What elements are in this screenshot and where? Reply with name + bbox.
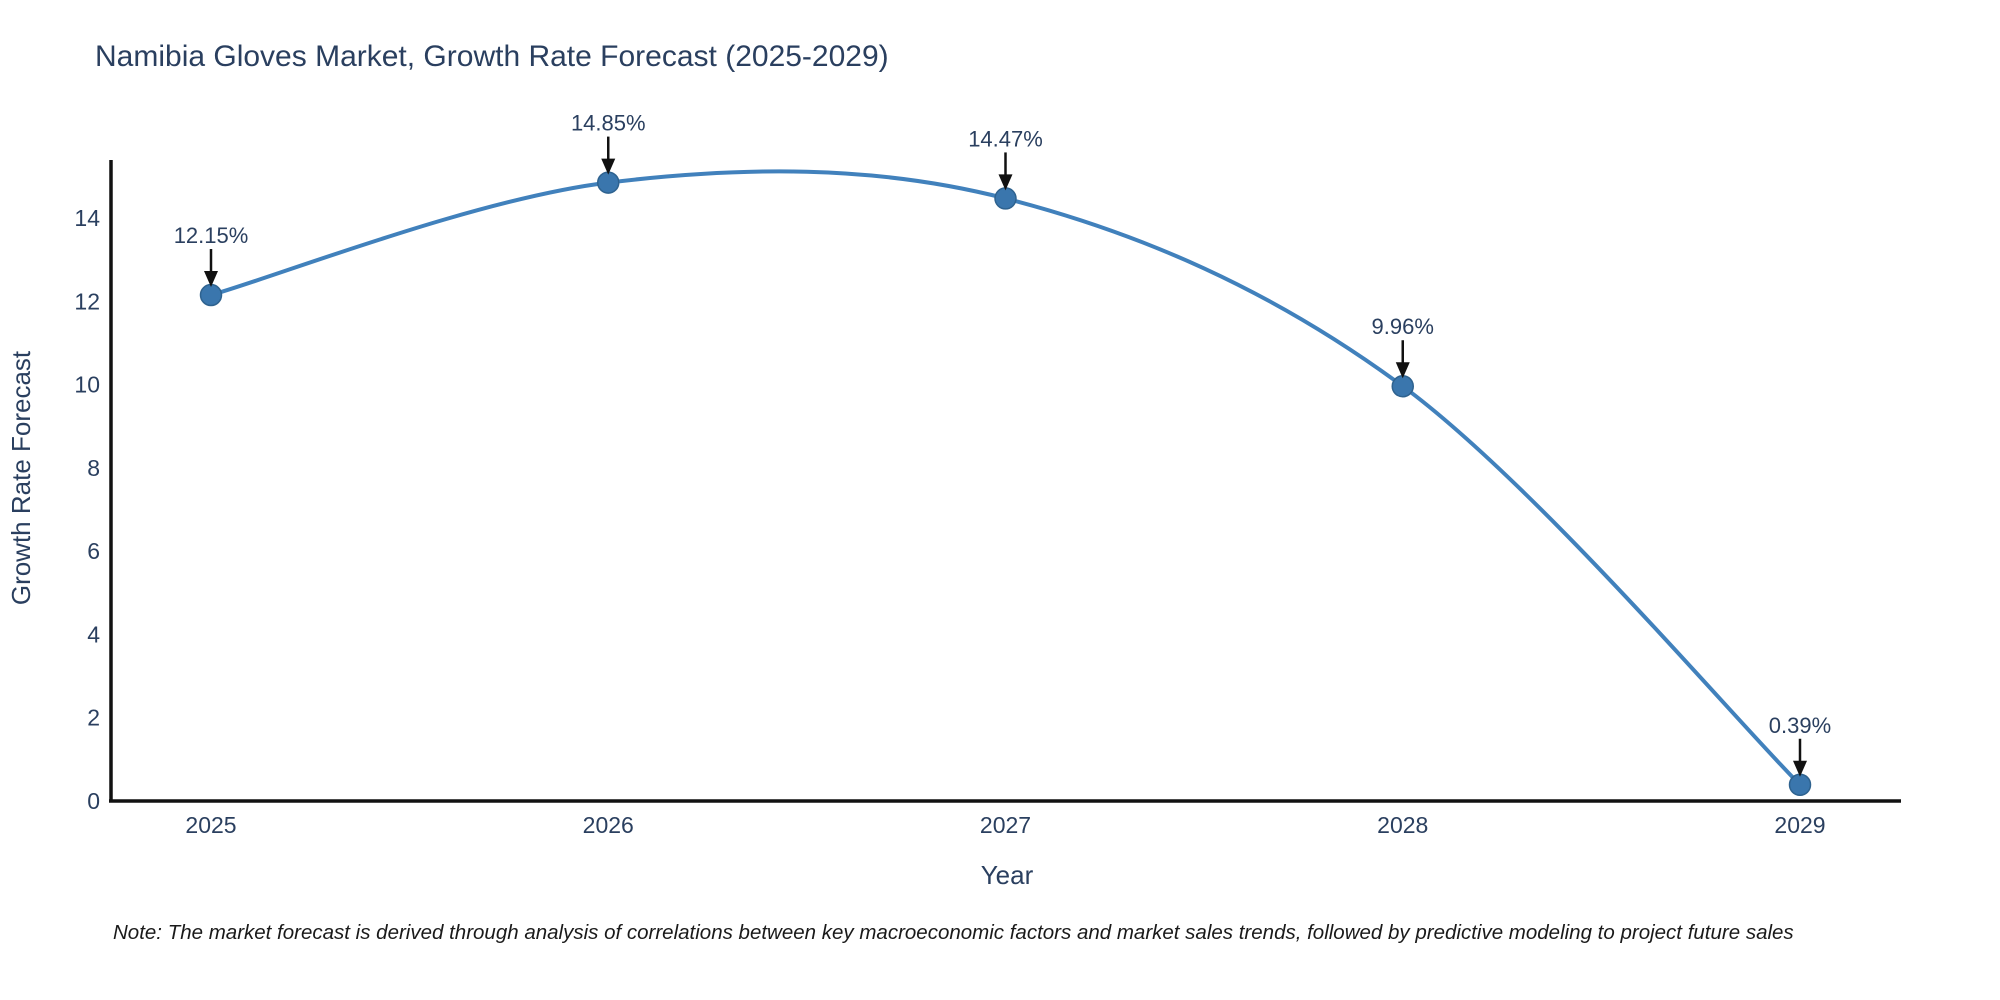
chart-footnote: Note: The market forecast is derived thr…	[113, 921, 1794, 944]
data-point-marker	[597, 171, 620, 194]
y-tick-label: 8	[87, 455, 100, 481]
annotation-arrowhead	[998, 174, 1013, 191]
point-annotation-label: 9.96%	[1372, 314, 1434, 339]
point-annotation-label: 0.39%	[1769, 713, 1831, 738]
point-annotation-label: 14.47%	[968, 126, 1043, 151]
trend-line	[209, 169, 1802, 787]
point-annotation-label: 14.85%	[571, 111, 646, 136]
data-point-marker	[1391, 374, 1414, 398]
x-axis-title: Year	[980, 860, 1034, 890]
point-annotation-label: 12.15%	[174, 223, 249, 248]
x-tick-label: 2028	[1377, 812, 1428, 838]
y-tick-label: 4	[87, 621, 100, 647]
annotation-arrowhead	[204, 271, 218, 288]
data-point-marker	[199, 283, 223, 307]
y-tick-label: 10	[74, 372, 100, 398]
annotation-arrowhead	[1395, 362, 1410, 379]
x-tick-label: 2026	[583, 812, 634, 838]
y-tick-label: 6	[87, 538, 100, 564]
annotation-arrowhead	[601, 158, 616, 175]
data-point-marker	[1788, 773, 1812, 797]
y-tick-label: 12	[74, 288, 100, 314]
y-tick-label: 2	[87, 705, 100, 731]
y-tick-label: 0	[87, 788, 100, 814]
x-tick-label: 2029	[1774, 812, 1825, 838]
x-tick-label: 2025	[185, 812, 236, 838]
x-tick-label: 2027	[980, 812, 1031, 838]
y-tick-label: 14	[74, 205, 100, 231]
data-point-marker	[994, 187, 1017, 210]
y-axis-title: Growth Rate Forecast	[6, 350, 36, 606]
chart-title: Namibia Gloves Market, Growth Rate Forec…	[95, 40, 889, 73]
annotation-arrowhead	[1793, 760, 1807, 777]
